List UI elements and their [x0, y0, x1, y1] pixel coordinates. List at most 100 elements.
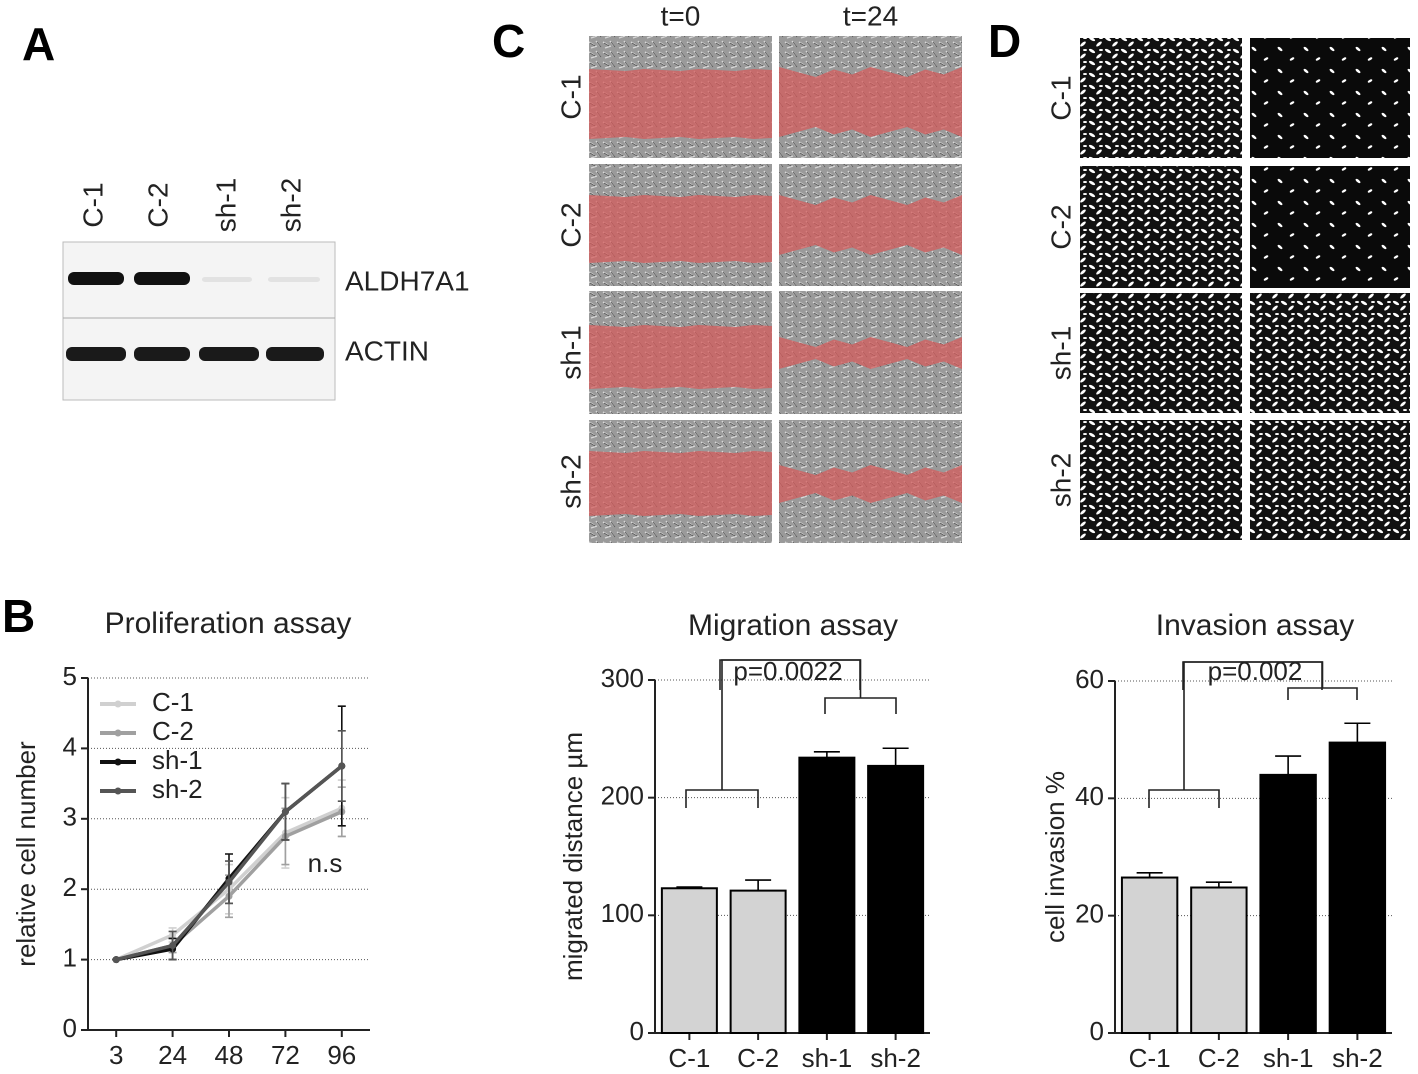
invasion-image	[1250, 293, 1410, 413]
y-tick-label: 200	[601, 781, 644, 811]
y-tick-label: 4	[63, 731, 77, 761]
annotation: n.s	[308, 848, 343, 878]
x-tick-label: 24	[158, 1040, 187, 1070]
legend-label: sh-1	[152, 745, 203, 775]
row-label: sh-2	[555, 454, 586, 508]
row-label: C-2	[555, 202, 586, 247]
bar	[867, 764, 925, 1034]
y-tick-label: 1	[63, 942, 77, 972]
row-label: C-2	[1045, 204, 1076, 249]
point	[281, 808, 289, 816]
significance-bracket	[1183, 661, 1324, 790]
legend-swatch	[114, 787, 122, 795]
legend-label: C-2	[152, 716, 194, 746]
y-tick-label: 100	[601, 898, 644, 928]
bar	[798, 756, 856, 1034]
y-tick-label: 20	[1075, 899, 1104, 929]
y-axis-label: cell invasion %	[1040, 771, 1070, 943]
chart-title: Migration assay	[688, 609, 898, 642]
invasion-image	[1080, 420, 1242, 540]
y-tick-label: 0	[630, 1016, 644, 1046]
x-tick-label: 72	[271, 1040, 300, 1070]
significance-bracket	[824, 697, 897, 714]
annotation: p=0.002	[1208, 656, 1303, 686]
scratch-gap	[589, 325, 772, 389]
scratch-gap	[589, 451, 772, 516]
invasion-image	[1080, 38, 1242, 158]
y-axis-label: migrated distance µm	[558, 732, 588, 981]
y-tick-label: 0	[1090, 1016, 1104, 1046]
y-tick-label: 5	[63, 661, 77, 691]
x-tick-label: 48	[215, 1040, 244, 1070]
western-blot	[62, 241, 336, 401]
legend-swatch	[114, 758, 122, 766]
x-tick-label: 3	[109, 1040, 123, 1070]
y-tick-label: 300	[601, 663, 644, 693]
row-label: C-1	[555, 74, 586, 119]
annotation: p=0.0022	[733, 656, 842, 686]
invasion-image	[1080, 293, 1242, 413]
y-tick-label: 40	[1075, 781, 1104, 811]
significance-bracket	[1148, 789, 1220, 808]
invasion-image	[1250, 166, 1410, 288]
chart-title: Proliferation assay	[105, 607, 352, 640]
x-tick-label: C-2	[737, 1043, 779, 1073]
panel-label: C	[492, 15, 525, 67]
bar	[660, 887, 718, 1035]
panel-label: D	[988, 15, 1021, 67]
panel-label: A	[22, 18, 55, 70]
band-label: ALDH7A1	[345, 265, 470, 296]
row-label: C-1	[1045, 75, 1076, 120]
bar	[729, 889, 787, 1035]
chart-title: Invasion assay	[1156, 609, 1354, 642]
scratch-gap	[779, 195, 962, 255]
bar	[1259, 773, 1317, 1034]
bar	[1190, 886, 1248, 1034]
legend-label: sh-2	[152, 774, 203, 804]
scratch-gap	[779, 465, 962, 503]
point	[112, 956, 120, 964]
lane-label: sh-2	[275, 178, 306, 232]
timepoint-label: t=0	[661, 0, 701, 31]
x-tick-label: 96	[327, 1040, 356, 1070]
legend-swatch	[114, 700, 122, 708]
scratch-gap	[779, 337, 962, 369]
point	[169, 942, 177, 950]
significance-bracket	[685, 789, 759, 808]
y-tick-label: 3	[63, 802, 77, 832]
invasion-image	[1250, 420, 1410, 540]
timepoint-label: t=24	[843, 0, 898, 31]
point	[338, 762, 346, 770]
x-tick-label: sh-1	[802, 1043, 853, 1073]
y-tick-label: 2	[63, 872, 77, 902]
row-label: sh-2	[1045, 453, 1076, 507]
lane-label: C-1	[77, 182, 108, 227]
x-tick-label: C-1	[668, 1043, 710, 1073]
band-label: ACTIN	[345, 335, 429, 366]
scratch-gap	[589, 195, 772, 263]
x-tick-label: C-1	[1129, 1043, 1171, 1073]
row-label: sh-1	[555, 325, 586, 379]
panel-label: B	[2, 590, 35, 642]
legend-swatch	[114, 729, 122, 737]
invasion-image	[1080, 166, 1242, 288]
invasion-image	[1250, 38, 1410, 158]
bar	[1120, 876, 1179, 1034]
y-axis-label: relative cell number	[11, 741, 41, 967]
lane-label: C-2	[142, 182, 173, 227]
x-tick-label: sh-2	[870, 1043, 921, 1073]
bar	[1328, 741, 1387, 1034]
x-tick-label: C-2	[1198, 1043, 1240, 1073]
scratch-gap	[589, 69, 772, 139]
y-tick-label: 60	[1075, 664, 1104, 694]
legend-label: C-1	[152, 687, 194, 717]
significance-bracket	[721, 659, 862, 790]
lane-label: sh-1	[210, 178, 241, 232]
x-tick-label: sh-2	[1332, 1043, 1383, 1073]
point	[225, 878, 233, 886]
x-tick-label: sh-1	[1263, 1043, 1314, 1073]
y-tick-label: 0	[63, 1013, 77, 1043]
row-label: sh-1	[1045, 326, 1076, 380]
scratch-gap	[779, 67, 962, 137]
